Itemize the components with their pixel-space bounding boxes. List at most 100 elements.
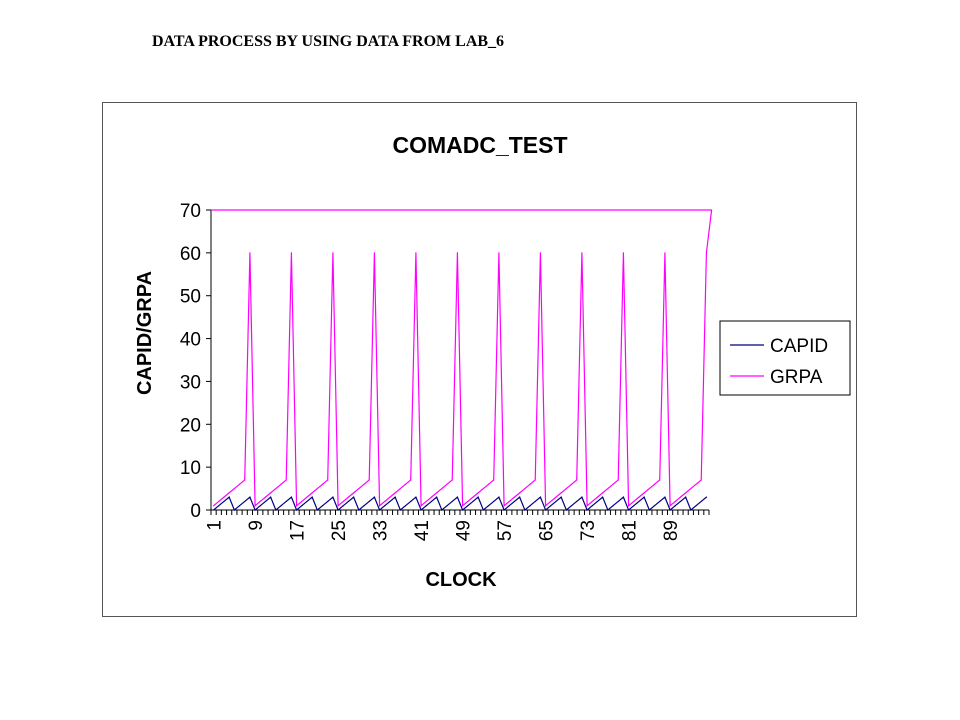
data-point-capid [627, 509, 630, 511]
data-point-grpa [560, 492, 562, 494]
data-point-capid [378, 509, 381, 511]
data-point-capid [524, 509, 526, 511]
data-point-capid [420, 509, 422, 511]
data-point-capid [233, 509, 235, 511]
data-point-capid [212, 509, 215, 511]
data-point-capid [586, 509, 588, 511]
data-point-capid [399, 509, 401, 511]
data-point-capid [394, 496, 396, 498]
data-point-grpa [539, 252, 542, 254]
data-point-grpa [425, 500, 427, 503]
data-point-capid [358, 509, 360, 511]
data-point-capid [264, 500, 267, 503]
x-tick-label: 9 [246, 520, 267, 531]
data-point-capid [467, 505, 469, 507]
data-point-capid [602, 496, 604, 498]
data-point-grpa [446, 483, 448, 485]
data-point-capid [472, 500, 474, 503]
data-point-capid [659, 500, 661, 503]
data-point-grpa [456, 252, 459, 254]
data-point-grpa [311, 492, 313, 494]
data-point-capid [368, 500, 370, 503]
data-point-grpa [244, 479, 246, 481]
data-point-capid [461, 509, 464, 511]
x-tick-label: 65 [537, 520, 558, 541]
data-point-grpa [513, 496, 516, 498]
data-point-grpa [493, 479, 495, 481]
y-tick-label: 40 [180, 330, 201, 351]
legend-label-capid: CAPID [770, 336, 828, 357]
data-point-capid [550, 505, 552, 507]
data-point-capid [436, 496, 438, 498]
data-point-grpa [389, 496, 391, 498]
data-point-capid [353, 496, 355, 498]
x-tick-label: 73 [578, 520, 599, 541]
data-point-capid [617, 500, 619, 503]
x-tick-label: 89 [661, 520, 682, 541]
data-point-capid [534, 500, 536, 503]
data-point-grpa [337, 505, 339, 507]
data-point-grpa [612, 483, 614, 485]
data-point-grpa [664, 252, 666, 254]
data-point-capid [493, 500, 495, 503]
data-point-grpa [264, 496, 267, 498]
data-point-grpa [544, 505, 547, 507]
data-point-grpa [394, 492, 396, 494]
x-tick-label: 57 [495, 520, 516, 541]
data-point-grpa [477, 492, 479, 494]
data-point-capid [254, 509, 256, 511]
data-point-grpa [529, 483, 531, 485]
data-point-grpa [415, 252, 417, 254]
data-point-capid [539, 496, 542, 498]
data-point-grpa [700, 479, 702, 481]
data-point-capid [638, 500, 640, 503]
data-point-grpa [363, 483, 365, 485]
series-line-grpa [213, 209, 713, 507]
data-point-capid [560, 496, 562, 498]
x-tick-label: 33 [371, 520, 392, 541]
data-point-grpa [586, 505, 588, 507]
data-point-capid [576, 500, 578, 503]
data-point-grpa [218, 500, 220, 503]
data-point-grpa [254, 505, 256, 507]
data-point-grpa [238, 483, 241, 485]
data-point-capid [653, 505, 656, 507]
data-point-capid [316, 509, 318, 511]
data-point-grpa [353, 492, 355, 494]
data-point-capid [529, 505, 531, 507]
data-point-capid [648, 509, 650, 511]
data-point-grpa [259, 500, 261, 503]
data-point-capid [228, 496, 230, 498]
data-point-grpa [596, 496, 599, 498]
data-point-capid [705, 496, 708, 498]
data-point-grpa [290, 252, 293, 254]
data-point-grpa [430, 496, 433, 498]
data-point-capid [410, 500, 412, 503]
legend: CAPID GRPA [719, 320, 851, 396]
data-point-grpa [534, 479, 536, 481]
data-point-capid [643, 496, 645, 498]
data-point-grpa [643, 492, 645, 494]
plot-area: 0 10 20 30 40 50 60 70 1 9 17 25 33 41 49 57 65 73 81 89 [180, 201, 713, 541]
page-heading: DATA PROCESS BY USING DATA FROM LAB_6 [152, 33, 505, 50]
x-tick-label: 41 [412, 520, 433, 541]
data-point-capid [373, 496, 376, 498]
data-point-grpa [633, 500, 635, 503]
data-point-grpa [249, 252, 251, 254]
chart-frame: COMADC_TEST CAPID/GRPA CLOCK 0 10 20 30 40 50… [102, 102, 857, 617]
data-point-grpa [685, 492, 687, 494]
data-point-capid [430, 500, 433, 503]
legend-label-grpa: GRPA [770, 367, 823, 388]
data-point-capid [270, 496, 272, 498]
data-point-grpa [342, 500, 344, 503]
data-point-capid [327, 500, 329, 503]
data-point-grpa [420, 505, 422, 507]
data-point-grpa [659, 479, 661, 481]
data-point-grpa [674, 500, 676, 503]
data-point-grpa [679, 496, 682, 498]
data-point-grpa [295, 505, 298, 507]
data-point-grpa [275, 487, 277, 490]
data-point-capid [544, 509, 547, 511]
data-point-capid [425, 505, 427, 507]
data-point-capid [622, 496, 625, 498]
